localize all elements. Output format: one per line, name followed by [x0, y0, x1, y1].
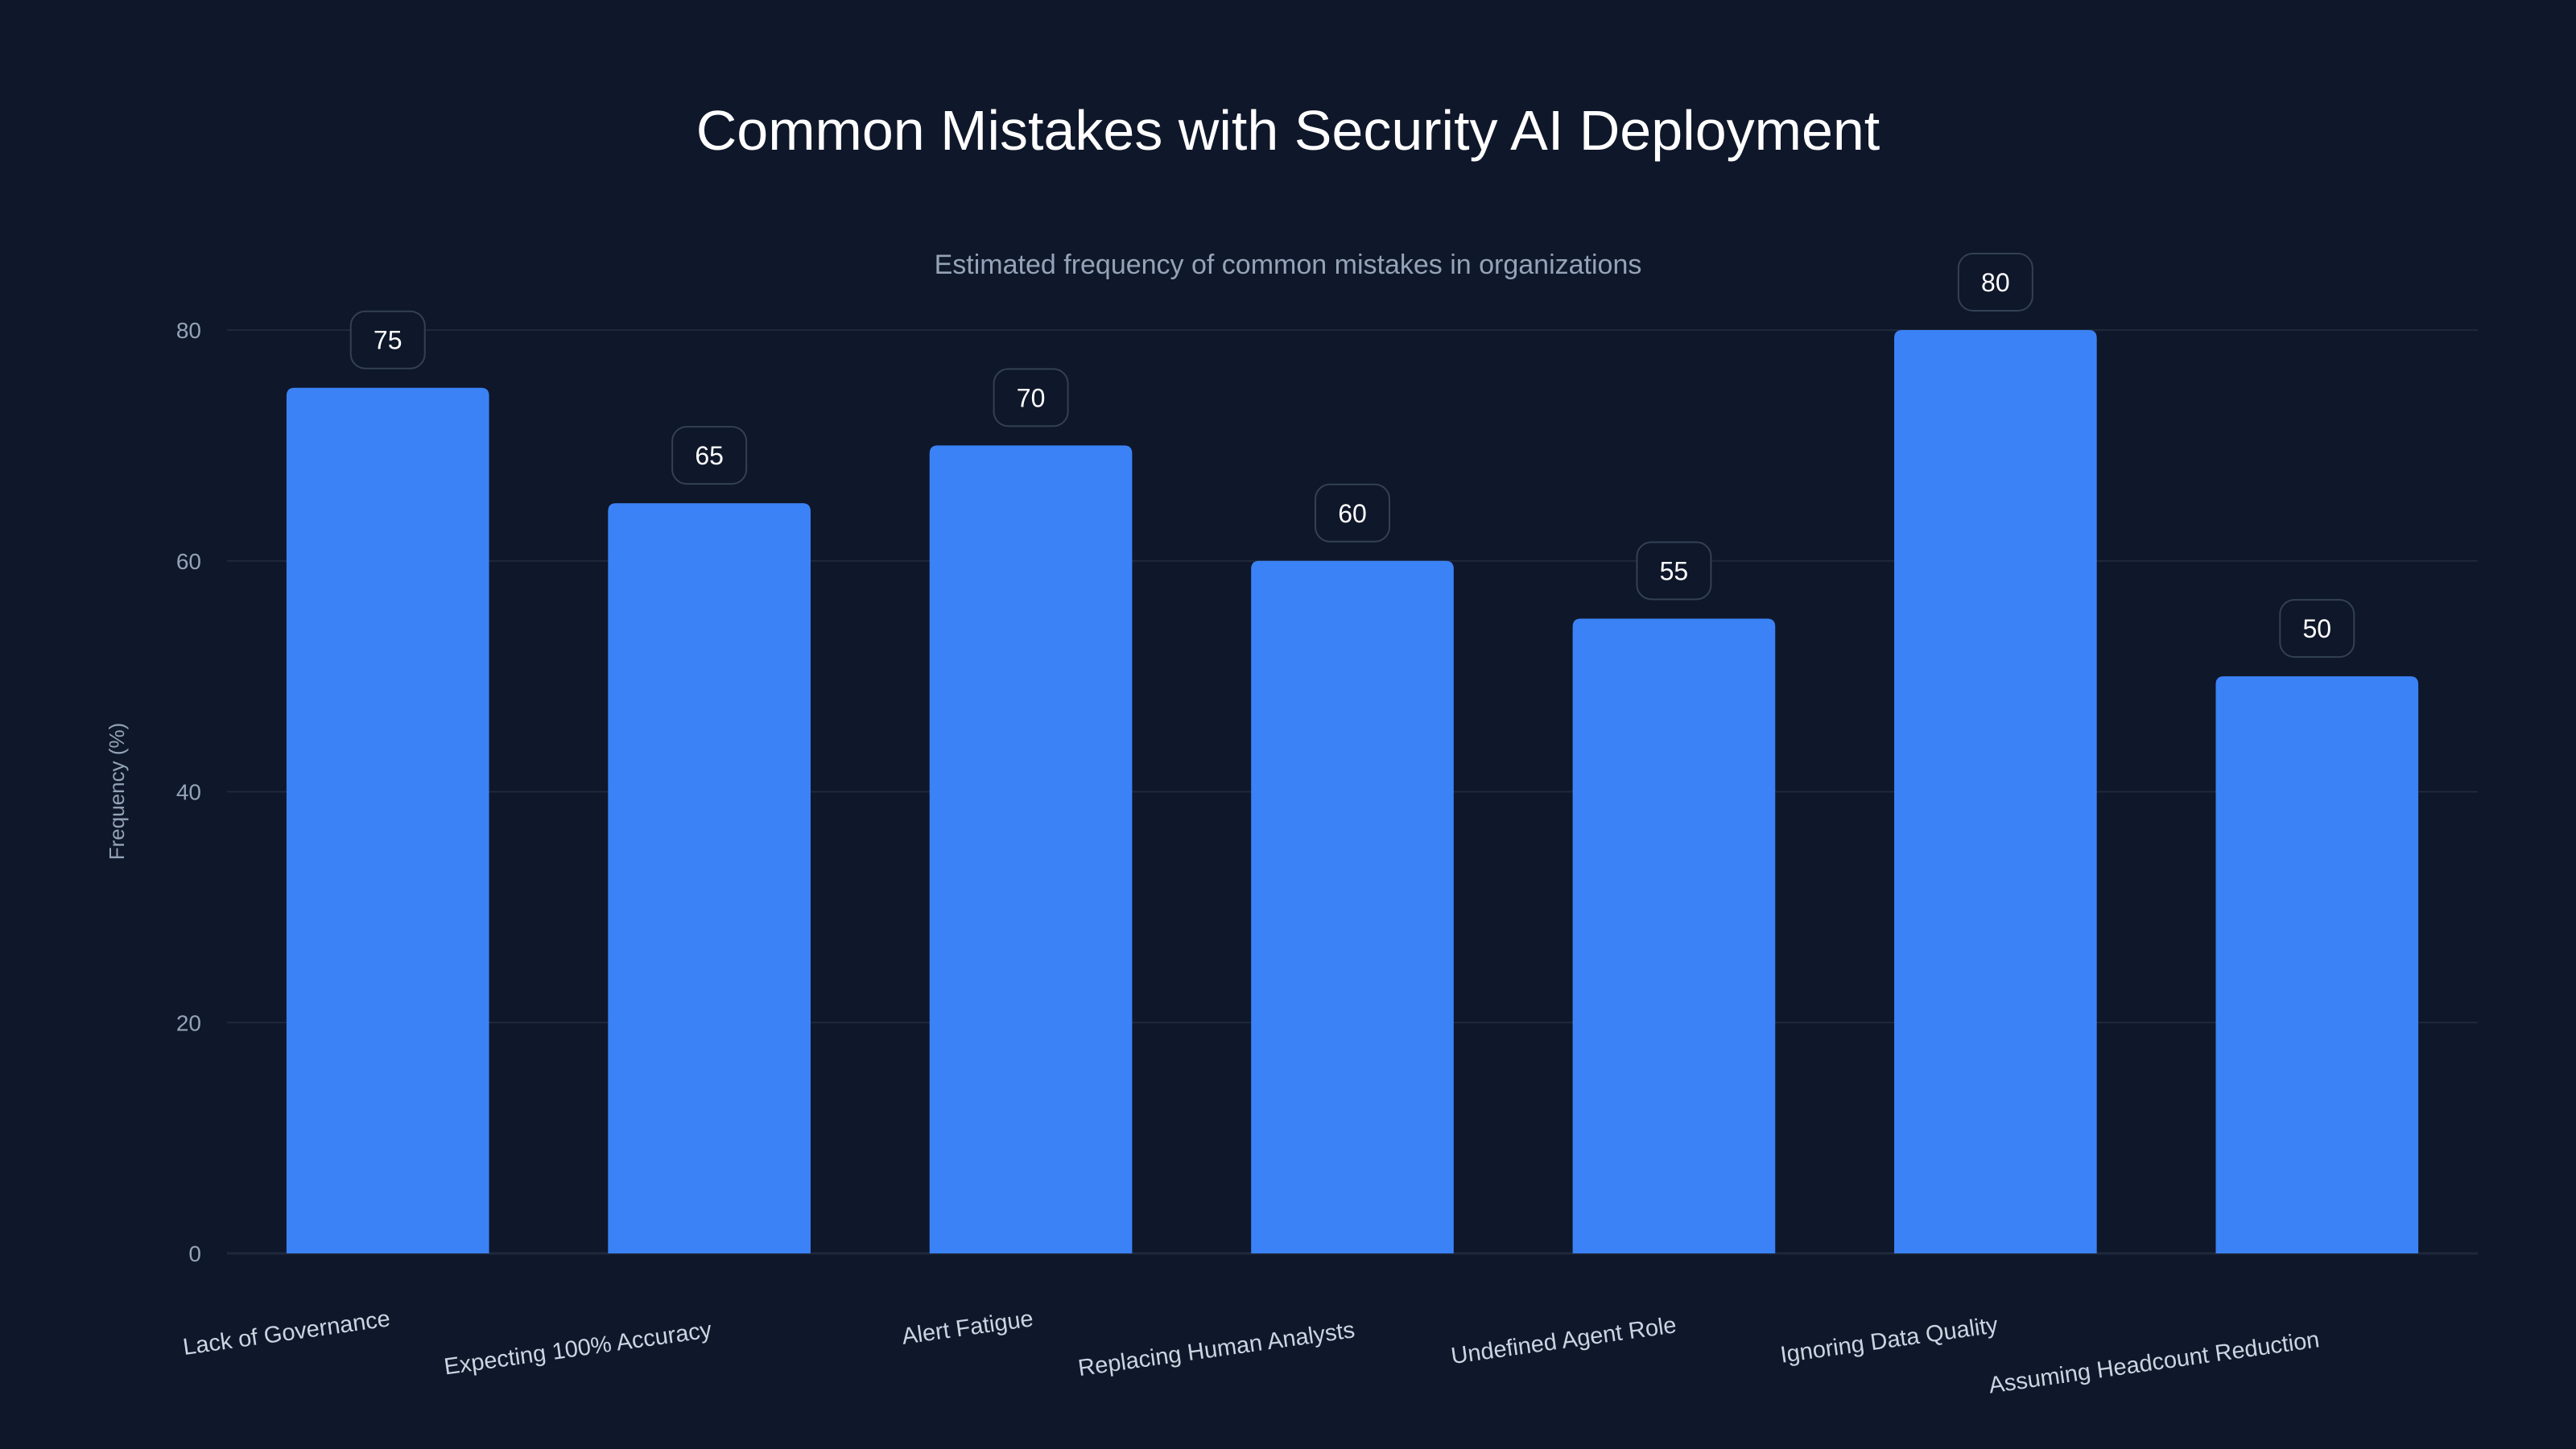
data-label-box [671, 426, 748, 485]
bar [286, 387, 489, 1253]
chart-subtitle: Estimated frequency of common mistakes i… [935, 250, 1642, 280]
bars [286, 330, 2419, 1253]
bar [1572, 618, 1776, 1253]
bar [2215, 676, 2419, 1253]
data-label-box [993, 368, 1069, 427]
data-label-box [1957, 253, 2033, 312]
data-labels: 75 65 70 60 55 80 50 [349, 253, 2355, 658]
chart-title: Common Mistakes with Security AI Deploym… [696, 99, 1880, 162]
data-label: 50 [2302, 614, 2331, 643]
data-label: 70 [1017, 383, 1046, 412]
y-tick-label: 40 [176, 780, 201, 805]
bar [1894, 330, 2097, 1253]
data-label: 80 [1981, 268, 2010, 297]
bar [1251, 560, 1454, 1253]
data-label: 60 [1338, 499, 1367, 528]
data-label-box [349, 310, 426, 369]
y-axis-ticks: 0 20 40 60 80 [176, 318, 201, 1266]
y-tick-label: 0 [188, 1241, 201, 1266]
data-label: 55 [1660, 556, 1689, 585]
bar [608, 503, 811, 1253]
bar [929, 445, 1133, 1253]
data-label-box [1315, 483, 1390, 543]
data-label: 75 [374, 326, 402, 355]
y-axis-label: Frequency (%) [105, 723, 129, 861]
y-tick-label: 20 [176, 1010, 201, 1035]
y-tick-label: 60 [176, 549, 201, 574]
data-label-box [2279, 599, 2355, 658]
data-label-box [1636, 541, 1712, 601]
data-label: 65 [695, 441, 724, 470]
y-tick-label: 80 [176, 318, 201, 343]
